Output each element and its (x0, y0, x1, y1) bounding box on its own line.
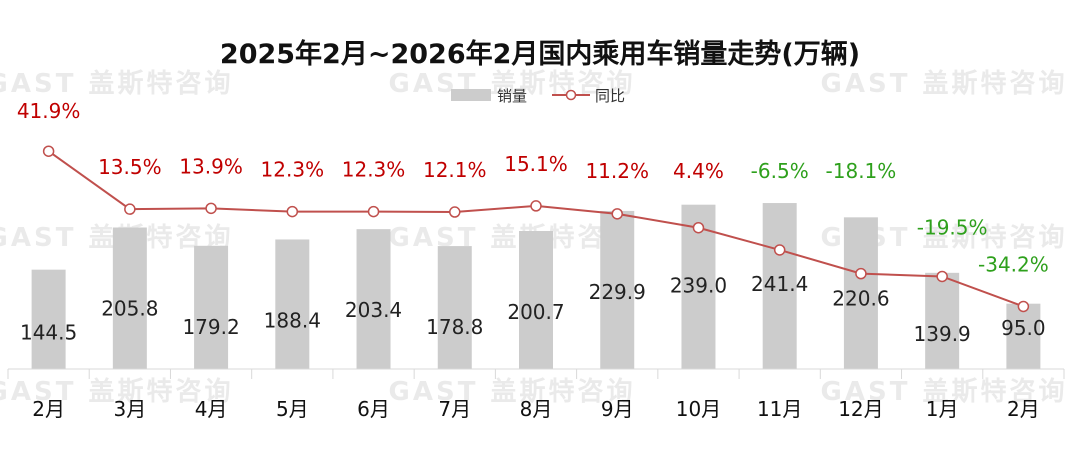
yoy-value-label: 4.4% (673, 159, 724, 183)
sales-bar (275, 239, 310, 369)
bar-value-label: 179.2 (182, 315, 239, 339)
bar-value-label: 188.4 (264, 308, 321, 332)
yoy-marker (773, 244, 786, 256)
yoy-value-label: -6.5% (751, 159, 809, 183)
yoy-value-label: -19.5% (917, 215, 988, 239)
bar-value-label: 95.0 (1001, 316, 1046, 340)
x-tick-label: 4月 (195, 397, 228, 421)
yoy-value-label: 11.2% (585, 159, 649, 183)
bar-value-label: 220.6 (832, 286, 889, 310)
yoy-value-label: -18.1% (826, 159, 897, 183)
yoy-marker (936, 270, 948, 283)
yoy-marker (449, 206, 461, 218)
sales-bar (925, 272, 960, 369)
x-tick-label: 10月 (676, 397, 721, 421)
watermark-text: GAST 盖斯特咨询 (389, 376, 636, 407)
chart-title: 2025年2月~2026年2月国内乘用车销量走势(万辆) (220, 38, 860, 70)
watermark-text: GAST 盖斯特咨询 (821, 68, 1068, 99)
yoy-marker (530, 200, 542, 212)
bar-value-label: 200.7 (507, 300, 564, 324)
sales-bar (600, 210, 635, 369)
sales-bar (762, 203, 797, 369)
yoy-marker (611, 208, 623, 220)
sales-bar (1006, 303, 1041, 369)
sales-bar (843, 217, 878, 369)
watermark-text: GAST 盖斯特咨询 (821, 376, 1068, 407)
bar-value-label: 178.8 (426, 315, 483, 339)
x-tick-label: 1月 (926, 397, 959, 421)
yoy-marker (855, 267, 867, 280)
x-tick-label: 5月 (276, 397, 309, 421)
x-tick-label: 3月 (113, 397, 146, 421)
bar-value-label: 239.0 (670, 274, 727, 298)
x-tick-label: 12月 (838, 397, 883, 421)
yoy-marker (692, 221, 705, 234)
bar-value-label: 203.4 (345, 298, 402, 322)
yoy-marker (367, 205, 380, 218)
x-tick-label: 6月 (357, 397, 390, 421)
sales-bar (31, 269, 66, 369)
watermark-text: GAST 盖斯特咨询 (0, 68, 233, 99)
sales-bar (112, 227, 147, 369)
yoy-marker (42, 145, 55, 157)
yoy-value-label: 12.3% (342, 158, 406, 182)
bar-value-label: 144.5 (20, 321, 77, 345)
yoy-marker (286, 205, 299, 218)
legend-line-label: 同比 (595, 87, 625, 105)
sales-bar (519, 231, 553, 369)
sales-bar (437, 246, 472, 369)
bar-series (31, 203, 1041, 369)
data-label-layer: 144.5 205.8 179.2 188.4 203.4 178.8 200.7 229.9… (17, 99, 1049, 346)
x-tick-labels: 2月 3月 4月 5月 6月 7月 8月 9月 10月 11月 12月 1月 2月 (7, 369, 1065, 421)
yoy-marker (124, 203, 136, 215)
watermark-text: GAST 盖斯特咨询 (0, 376, 233, 407)
yoy-value-label: -34.2% (978, 252, 1049, 276)
x-tick-label: 2月 (32, 397, 65, 421)
x-tick-label: 7月 (438, 397, 471, 421)
watermark-layer: GAST 盖斯特咨询 GAST 盖斯特咨询 GAST 盖斯特咨询 GAST 盖斯特咨询… (0, 68, 1068, 407)
yoy-value-label: 41.9% (17, 99, 81, 123)
x-tick-label: 9月 (601, 397, 634, 421)
legend-bar-swatch (451, 89, 491, 101)
legend-line-marker (565, 89, 577, 101)
yoy-line-series (42, 145, 1030, 313)
yoy-marker (1017, 300, 1030, 313)
legend-bar-label: 销量 (497, 87, 527, 105)
watermark-text: GAST 盖斯特咨询 (389, 222, 636, 253)
bar-value-label: 205.8 (101, 297, 158, 321)
x-tick-label: 8月 (520, 397, 553, 421)
bar-value-label: 139.9 (914, 322, 971, 346)
yoy-value-label: 15.1% (504, 152, 568, 176)
sales-bar (356, 229, 391, 369)
yoy-value-label: 13.9% (179, 154, 243, 178)
watermark-text: GAST 盖斯特咨询 (389, 68, 636, 99)
yoy-marker (205, 202, 217, 215)
yoy-value-label: 13.5% (98, 155, 162, 179)
yoy-value-label: 12.1% (423, 158, 487, 182)
bar-value-label: 241.4 (751, 272, 808, 296)
sales-bar (194, 245, 229, 369)
x-tick-label: 2月 (1007, 397, 1040, 421)
legend: 销量 同比 (451, 87, 625, 105)
x-tick-label: 11月 (757, 397, 802, 421)
yoy-value-label: 12.3% (261, 158, 325, 182)
bar-value-label: 229.9 (589, 280, 646, 304)
